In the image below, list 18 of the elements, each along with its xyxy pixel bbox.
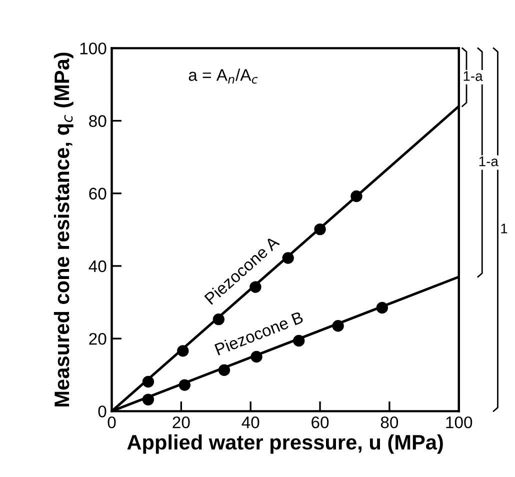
x-axis-title: Applied water pressure, u (MPa) [127, 434, 443, 454]
text: 1 [501, 224, 508, 234]
x-tick-label: 60 [312, 416, 329, 428]
y-tick-label: 60 [89, 188, 106, 200]
y-tick-label: 40 [88, 260, 106, 272]
y-tick-label: 80 [89, 115, 106, 127]
text: 1-a [464, 71, 483, 81]
y-tick-label: 20 [89, 332, 106, 345]
x-tick-label: 0 [108, 416, 116, 428]
x-tick-label: 40 [242, 416, 260, 428]
x-tick-label: 20 [172, 416, 190, 428]
y-tick-label: 100 [80, 42, 106, 54]
x-tick-label: 80 [380, 416, 398, 428]
y-axis-title: Measured cone resistance, q$_{c}$ (MPa) [54, 52, 74, 406]
x-tick-label: 100 [446, 416, 472, 428]
text: 1-a [479, 156, 498, 166]
annotation: a = A$_{n}$/A$_{c}$ [188, 68, 258, 84]
y-tick-label: 0 [98, 406, 106, 418]
